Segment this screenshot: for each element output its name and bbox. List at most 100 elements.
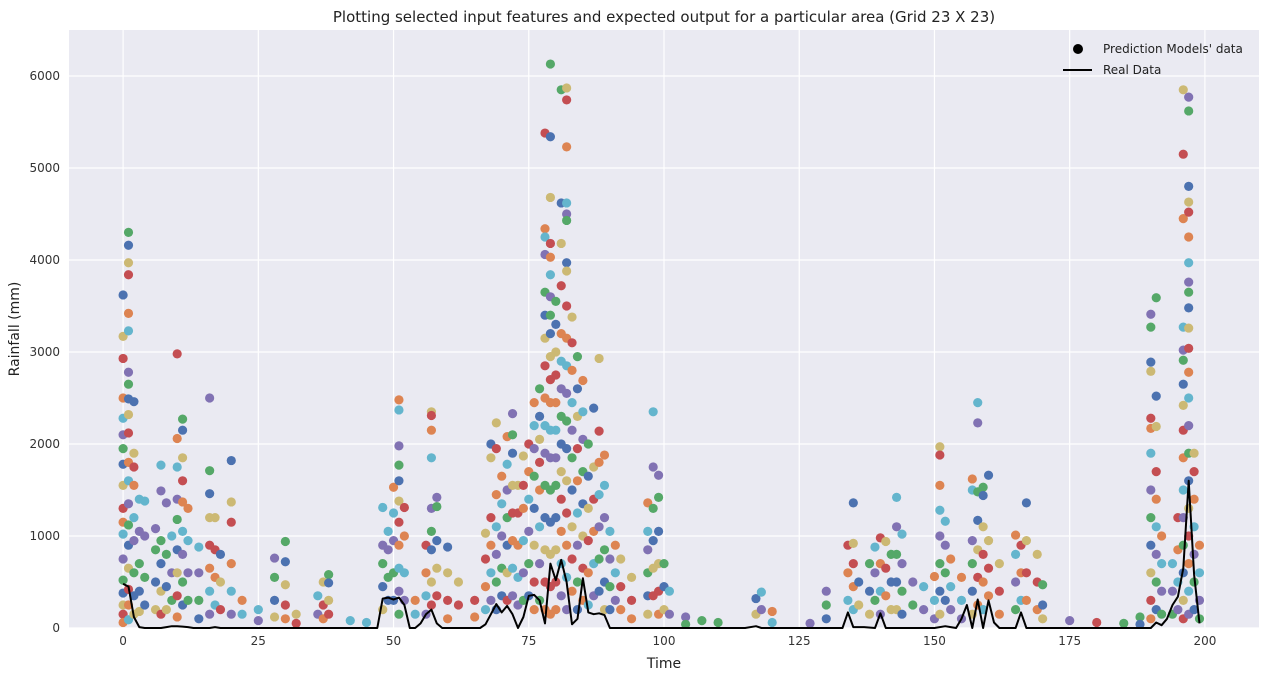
data-point — [1184, 287, 1194, 297]
data-point — [978, 549, 988, 560]
data-point — [605, 582, 615, 592]
data-point — [556, 494, 566, 504]
data-point — [956, 595, 967, 606]
data-point — [562, 476, 572, 486]
data-point — [929, 595, 940, 606]
data-point — [562, 508, 572, 518]
data-point — [756, 587, 766, 597]
data-point — [534, 559, 545, 569]
data-point — [226, 609, 236, 619]
data-point — [1157, 586, 1167, 596]
data-point — [118, 554, 128, 564]
data-point — [713, 617, 723, 628]
data-point — [410, 595, 420, 606]
data-point — [572, 384, 583, 394]
data-point — [908, 577, 918, 587]
data-point — [1184, 367, 1194, 377]
data-point — [432, 563, 442, 573]
data-point — [605, 554, 615, 564]
data-point — [935, 442, 945, 452]
data-point — [897, 586, 907, 596]
data-point — [664, 586, 675, 596]
data-point — [562, 540, 572, 550]
data-point — [1184, 92, 1194, 102]
data-point — [643, 545, 653, 555]
data-point — [1038, 580, 1048, 590]
data-point — [118, 444, 128, 454]
data-point — [556, 526, 566, 537]
data-point — [480, 582, 491, 592]
data-point — [956, 572, 967, 583]
data-point — [1010, 530, 1021, 540]
data-point — [1146, 357, 1156, 367]
data-point — [1151, 467, 1161, 477]
data-point — [540, 224, 550, 234]
x-axis-label: Time — [646, 656, 681, 672]
data-point — [751, 593, 761, 604]
data-point — [1178, 214, 1188, 224]
data-point — [648, 407, 658, 417]
data-point — [480, 605, 491, 615]
data-point — [205, 466, 215, 476]
data-point — [361, 617, 372, 628]
data-point — [426, 545, 437, 555]
data-point — [1151, 494, 1161, 504]
data-point — [1021, 536, 1032, 546]
data-point — [599, 450, 610, 460]
data-point — [1010, 605, 1021, 615]
data-point — [610, 568, 620, 578]
data-point — [443, 614, 453, 624]
data-point — [1178, 595, 1188, 606]
data-point — [502, 459, 512, 469]
data-point — [940, 540, 950, 550]
x-tick-label: 25 — [251, 634, 266, 648]
data-point — [1184, 323, 1194, 333]
data-point — [897, 529, 907, 539]
data-point — [226, 455, 236, 466]
data-point — [118, 529, 128, 539]
data-point — [394, 476, 404, 486]
data-point — [210, 513, 220, 523]
data-point — [150, 545, 161, 555]
data-point — [891, 577, 902, 587]
data-point — [562, 266, 572, 276]
data-point — [215, 549, 226, 560]
data-point — [616, 605, 626, 615]
data-point — [870, 542, 880, 552]
data-point — [659, 559, 669, 569]
data-point — [594, 490, 604, 500]
data-point — [280, 557, 290, 567]
data-point — [172, 462, 182, 472]
data-point — [1189, 549, 1199, 560]
x-tick-label: 150 — [923, 634, 946, 648]
data-point — [562, 416, 572, 426]
data-point — [556, 281, 566, 291]
data-point — [1146, 485, 1156, 495]
data-point — [491, 418, 501, 428]
data-point — [854, 577, 864, 587]
data-point — [507, 409, 518, 419]
data-point — [443, 595, 453, 606]
data-point — [983, 536, 994, 546]
data-point — [215, 605, 226, 615]
data-point — [443, 568, 453, 578]
data-point — [697, 616, 707, 626]
data-point — [589, 403, 599, 413]
data-point — [399, 531, 409, 541]
y-tick-label: 6000 — [29, 69, 60, 83]
data-point — [426, 425, 437, 435]
data-point — [1189, 448, 1199, 458]
legend-marker-prediction — [1073, 44, 1083, 54]
x-tick-label: 175 — [1058, 634, 1081, 648]
data-point — [1167, 559, 1178, 569]
data-point — [345, 616, 355, 626]
data-point — [118, 353, 128, 364]
data-point — [161, 549, 171, 560]
data-point — [426, 453, 437, 463]
data-point — [486, 568, 496, 578]
data-point — [540, 232, 550, 242]
data-point — [1184, 197, 1194, 207]
data-point — [123, 270, 134, 280]
data-point — [545, 252, 556, 262]
data-point — [583, 439, 593, 449]
